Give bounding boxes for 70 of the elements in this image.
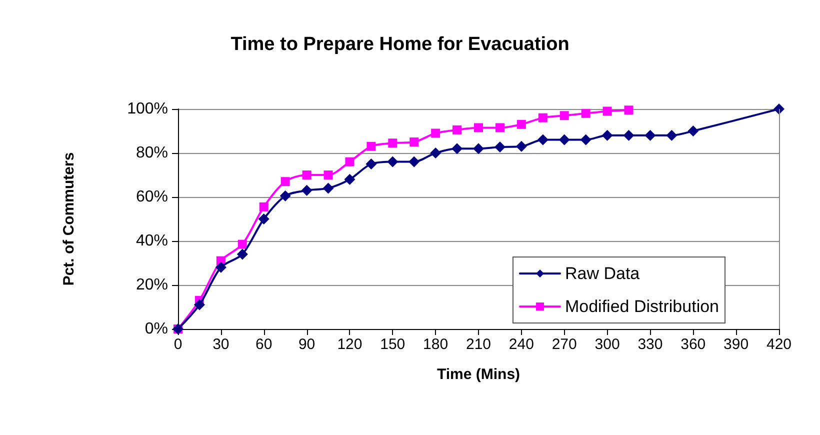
point xyxy=(194,299,205,310)
point xyxy=(344,174,356,185)
point xyxy=(516,140,527,152)
point xyxy=(238,240,247,249)
point xyxy=(581,108,590,118)
x-tick-label: 30 xyxy=(212,336,230,353)
x-tick-label: 420 xyxy=(766,336,792,353)
point xyxy=(538,113,548,122)
x-tick-label: 0 xyxy=(174,336,182,353)
point xyxy=(473,143,484,154)
x-tick-label: 270 xyxy=(552,336,577,353)
point xyxy=(558,134,570,146)
point xyxy=(431,128,440,138)
y-tick-label: 20% xyxy=(136,276,168,294)
point xyxy=(452,143,463,154)
point xyxy=(560,111,569,120)
point xyxy=(345,157,354,166)
point xyxy=(602,130,613,141)
x-tick-label: 180 xyxy=(423,336,448,353)
point xyxy=(666,130,678,141)
chart-title: Time to Prepare Home for Evacuation xyxy=(230,34,570,55)
point xyxy=(366,158,377,170)
point xyxy=(280,190,291,202)
x-tick-label: 90 xyxy=(298,336,316,353)
x-tick-label: 210 xyxy=(466,336,492,353)
point xyxy=(624,106,634,115)
point xyxy=(408,156,420,168)
point xyxy=(516,120,526,129)
point xyxy=(259,202,268,212)
point xyxy=(602,106,612,116)
point xyxy=(430,148,442,158)
point xyxy=(688,126,699,136)
point xyxy=(494,142,506,153)
point xyxy=(644,130,656,141)
point xyxy=(322,182,334,194)
y-tick-label: 40% xyxy=(136,232,168,250)
x-tick-label: 60 xyxy=(256,336,272,353)
point xyxy=(215,262,226,273)
point xyxy=(474,123,483,132)
x-tick-label: 330 xyxy=(638,336,663,353)
y-tick-label: 80% xyxy=(136,144,168,162)
x-tick-label: 300 xyxy=(594,336,620,353)
y-tick-label: 0% xyxy=(144,320,168,338)
point xyxy=(301,184,312,196)
point xyxy=(580,134,592,146)
x-tick-label: 390 xyxy=(724,336,749,353)
y-tick-label: 100% xyxy=(127,100,168,118)
point xyxy=(258,214,270,224)
point xyxy=(366,142,376,151)
point xyxy=(495,123,504,132)
point xyxy=(302,170,312,180)
legend-label: Raw Data xyxy=(564,264,640,283)
y-axis-title: Pct. of Commuters xyxy=(60,152,78,286)
x-tick-label: 360 xyxy=(680,336,706,353)
point xyxy=(410,138,419,146)
x-tick-label: 120 xyxy=(337,336,362,353)
point xyxy=(774,104,784,114)
point xyxy=(387,156,398,168)
legend-label: Modified Distribution xyxy=(564,297,720,316)
x-tick-label: 240 xyxy=(508,336,534,353)
point xyxy=(623,130,634,141)
point xyxy=(324,170,333,180)
point xyxy=(452,125,462,134)
point xyxy=(537,134,548,146)
y-tick-label: 60% xyxy=(136,188,168,206)
x-tick-label: 150 xyxy=(380,336,406,353)
point xyxy=(280,177,290,186)
x-axis-title: Time (Mins) xyxy=(436,366,520,383)
point xyxy=(388,138,398,148)
point xyxy=(236,248,248,260)
